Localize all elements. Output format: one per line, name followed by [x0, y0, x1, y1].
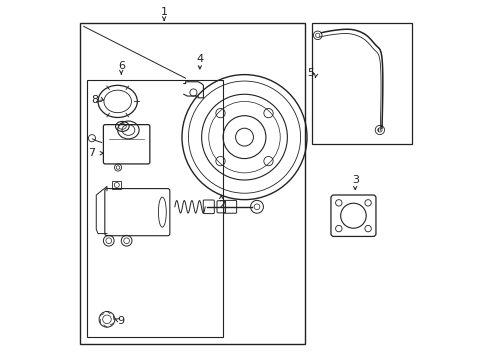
Bar [80, 23, 305, 344]
Text: 3: 3 [351, 175, 358, 185]
Text: 5: 5 [306, 68, 313, 78]
Text: 1: 1 [160, 7, 167, 17]
Bar [112, 181, 121, 189]
Text: 4: 4 [196, 54, 203, 64]
Bar [312, 23, 411, 144]
Text: 8: 8 [91, 95, 99, 105]
Text: 7: 7 [88, 148, 95, 158]
Text: 2: 2 [217, 200, 224, 210]
Bar [87, 80, 223, 337]
Text: 6: 6 [118, 61, 124, 71]
Text: 9: 9 [118, 316, 124, 326]
